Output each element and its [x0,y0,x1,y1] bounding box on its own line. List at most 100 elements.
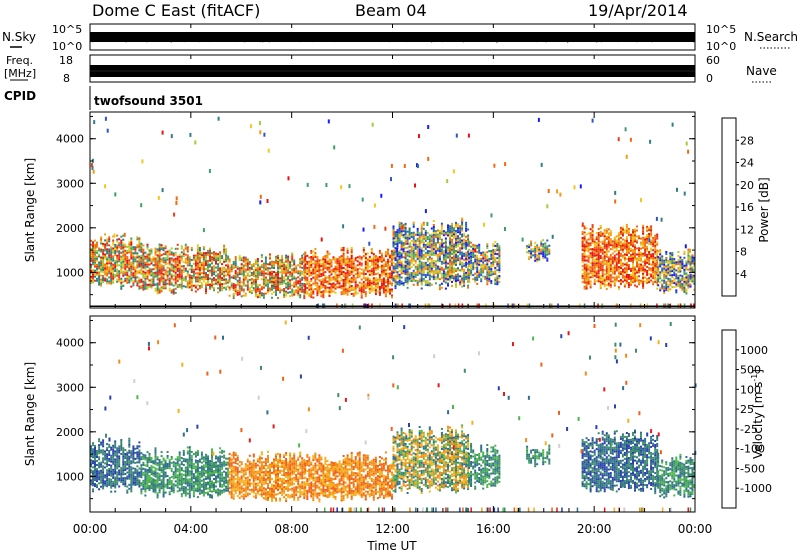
scatter-cell [677,259,680,261]
scatter-cell [283,263,286,266]
scatter-cell [132,268,135,271]
scatter-cell [330,277,333,280]
scatter-cell [170,257,173,260]
scatter-cell [447,272,449,275]
scatter-cell [420,231,423,234]
scatter-cell [304,259,307,262]
scatter-cell [394,283,397,286]
scatter-cell [246,266,249,269]
scatter-cell [285,254,288,257]
scatter-cell [281,255,284,258]
scatter-cell [358,255,361,258]
scatter-cell [246,260,249,263]
scatter-cell [314,262,317,265]
scatter-cell [646,279,649,282]
scatter-cell [480,280,483,283]
scatter-cell [619,283,622,285]
scatter-cell [418,272,421,275]
scatter-cell [240,281,243,284]
scatter-cell [424,274,427,276]
scatter-cell [164,283,167,286]
scatter-cell [142,262,145,265]
scatter-cell [205,286,207,289]
scatter-cell [486,251,489,254]
scatter-cell [340,291,343,294]
sparse-echo [614,199,617,204]
scatter-cell [342,285,345,287]
scatter-cell [595,246,598,249]
sparse-echo [648,238,651,243]
scatter-cell [320,273,323,276]
scatter-cell [416,284,419,286]
scatter-cell [180,273,183,276]
scatter-cell [605,284,608,286]
scatter-cell [434,254,437,257]
scatter-cell [394,247,397,250]
scatter-cell [644,240,647,243]
scatter-cell [394,265,397,268]
scatter-cell [324,255,327,257]
scatter-cell [432,250,435,253]
scatter-cell [591,236,594,239]
scatter-cell [219,275,222,278]
scatter-cell [227,267,230,270]
scatter-cell [368,265,371,268]
scatter-cell [238,293,241,296]
scatter-cell [108,238,111,241]
scatter-cell [538,258,541,261]
scatter-cell [240,269,243,272]
scatter-cell [597,252,600,255]
scatter-cell [100,238,103,241]
scatter-cell [603,253,606,256]
scatter-cell [444,277,447,280]
scatter-cell [615,247,618,250]
scatter-cell [269,257,271,260]
scatter-cell [498,281,501,284]
scatter-cell [299,258,302,261]
scatter-cell [438,236,441,238]
scatter-cell [94,273,96,276]
scatter-cell [316,282,319,285]
scatter-cell [683,256,686,259]
scatter-cell [484,255,487,258]
scatter-cell [326,276,329,279]
scatter-cell [640,265,642,268]
scatter-cell [232,293,235,296]
scatter-cell [687,248,690,251]
scatter-cell [180,287,183,290]
scatter-cell [376,260,379,263]
scatter-cell [656,251,659,254]
scatter-cell [310,262,313,264]
scatter-cell [344,292,347,295]
scatter-cell [593,246,596,249]
scatter-cell [632,275,634,278]
scatter-cell [146,287,149,290]
scatter-cell [336,262,339,265]
scatter-cell [673,268,676,271]
scatter-cell [134,280,137,283]
scatter-cell [648,273,651,276]
scatter-cell [640,247,642,250]
sparse-echo [250,124,253,129]
scatter-cell [112,251,115,254]
scatter-cell [366,258,369,261]
scatter-cell [589,228,592,231]
scatter-cell [681,275,684,278]
scatter-cell [591,252,594,255]
scatter-cell [256,296,259,299]
scatter-cell [534,255,537,258]
scatter-cell [465,247,468,250]
scatter-cell [669,274,672,277]
scatter-cell [178,267,181,270]
scatter-cell [158,291,161,294]
scatter-cell [683,286,686,289]
scatter-cell [126,277,129,280]
scatter-cell [617,288,620,291]
scatter-cell [219,255,222,258]
scatter-cell [244,264,247,267]
scatter-cell [461,275,464,278]
scatter-cell [248,270,251,273]
scatter-cell [170,263,173,266]
scatter-cell [350,257,353,259]
scatter-cell [186,258,189,261]
